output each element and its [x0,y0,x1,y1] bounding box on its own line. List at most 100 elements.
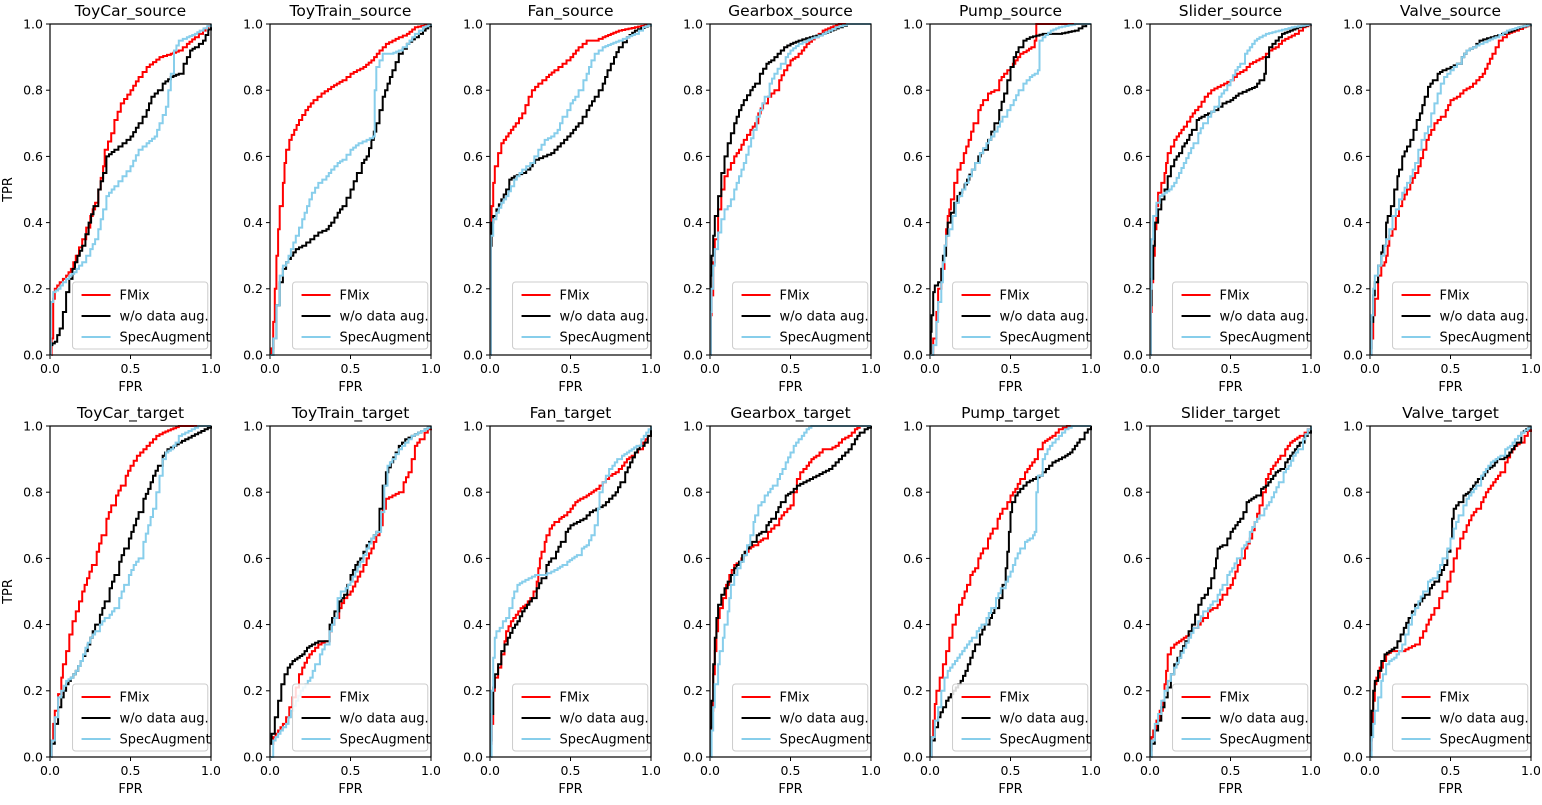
legend-label-fmix: FMix [1000,691,1030,706]
legend-label-fmix: FMix [120,691,150,706]
y-tick-label: 0.0 [903,749,923,764]
legend-box [1392,281,1529,350]
roc-line-specaugment [1370,23,1532,356]
x-tick-label: 1.0 [201,763,220,778]
y-tick-label: 0.8 [683,83,703,98]
y-tick-label: 1.0 [903,418,923,433]
y-tick-label: 0.4 [463,617,483,632]
roc-plot-gearbox-source: Gearbox_source 0.0 0.2 0.4 0.6 0.8 1.0 0.0 0.5 1.… [660,0,881,402]
y-tick-label: 0.2 [1343,683,1363,698]
y-tick-label: 0.6 [243,149,263,164]
y-tick-label: 0.8 [1343,485,1363,500]
x-tick-label: 1.0 [1301,763,1320,778]
y-tick-label: 1.0 [683,16,703,31]
x-tick-label: 1.0 [861,763,880,778]
legend-box [952,281,1089,350]
y-tick-label: 0.4 [683,215,703,230]
axes-spine [929,425,1092,758]
legend-label-fmix: FMix [560,691,590,706]
roc-line-specaugment [930,23,1091,356]
x-tick-label: 1.0 [201,361,220,376]
y-tick-label: 1.0 [903,16,923,31]
x-tick-label: 0.5 [561,361,581,376]
y-tick-label: 1.0 [243,16,263,31]
roc-line-specaugment [1370,426,1532,758]
x-tick-label: 0.0 [1360,361,1380,376]
plot-title: Fan_source [527,2,613,21]
x-tick-label: 1.0 [1301,361,1320,376]
y-tick-label: 0.4 [1343,617,1363,632]
legend-box [72,281,209,350]
y-tick-label: 0.4 [1123,617,1143,632]
y-tick-label: 0.2 [683,281,703,296]
x-tick-label: 1.0 [1521,763,1540,778]
legend-label-fmix: FMix [560,289,590,304]
roc-plot-toytrain-source: ToyTrain_source 0.0 0.2 0.4 0.6 0.8 1.0 0.0 0.5 1… [220,0,441,402]
axes-spine [1369,23,1532,356]
x-tick-label: 0.5 [561,763,581,778]
y-tick-label: 0.0 [23,749,43,764]
plot-title: Slider_target [1181,404,1280,423]
legend-label-fmix: FMix [1220,691,1250,706]
legend-label-wo-data-aug: w/o data aug. [340,310,429,325]
y-tick-label: 0.8 [23,485,43,500]
x-tick-label: 1.0 [641,763,660,778]
legend-label-fmix: FMix [1440,289,1470,304]
x-axis-label: FPR [998,782,1022,797]
y-tick-label: 0.0 [903,347,923,362]
roc-plot-pump-source: Pump_source 0.0 0.2 0.4 0.6 0.8 1.0 0.0 0.5 1.0 FP… [880,0,1101,402]
x-tick-label: 0.0 [700,763,720,778]
roc-line-wo-data-aug [929,23,1091,356]
roc-plot-svg-gearbox-source: Gearbox_source 0.0 0.2 0.4 0.6 0.8 1.0 0.0 0.5 1.… [683,2,881,395]
x-tick-label: 0.0 [1140,763,1160,778]
y-tick-label: 0.8 [243,485,263,500]
legend-label-wo-data-aug: w/o data aug. [1000,712,1089,727]
x-tick-label: 0.5 [781,361,801,376]
legend-label-fmix: FMix [780,289,810,304]
x-tick-label: 0.0 [40,763,60,778]
y-tick-label: 0.4 [23,617,43,632]
y-tick-label: 0.6 [23,551,43,566]
plot-title: ToyTrain_target [291,404,410,423]
x-axis-label: FPR [338,782,362,797]
y-tick-label: 1.0 [463,16,483,31]
y-tick-label: 0.0 [23,347,43,362]
roc-line-fmix [50,425,211,758]
legend-box [512,281,649,350]
roc-line-specaugment [709,23,871,356]
y-tick-label: 0.8 [463,83,483,98]
x-tick-label: 0.0 [480,763,500,778]
y-tick-label: 0.2 [683,683,703,698]
plot-title: Pump_target [961,404,1060,423]
y-tick-label: 1.0 [463,418,483,433]
roc-plot-svg-valve-target: Valve_target 0.0 0.2 0.4 0.6 0.8 1.0 0.0 0.5 1.0 F… [1343,404,1541,797]
roc-line-wo-data-aug [50,24,212,347]
x-tick-label: 1.0 [861,361,880,376]
roc-line-fmix [1150,426,1312,752]
legend-box [72,683,209,752]
roc-plot-svg-pump-target: Pump_target 0.0 0.2 0.4 0.6 0.8 1.0 0.0 0.5 1.0 FP… [903,404,1101,797]
y-tick-label: 0.8 [243,83,263,98]
roc-plot-svg-pump-source: Pump_source 0.0 0.2 0.4 0.6 0.8 1.0 0.0 0.5 1.0 FP… [903,2,1101,395]
legend-label-fmix: FMix [340,691,370,706]
y-tick-label: 0.6 [1343,149,1363,164]
y-tick-label: 0.6 [903,551,923,566]
x-axis-label: FPR [998,380,1022,395]
y-tick-label: 0.2 [23,683,43,698]
roc-line-wo-data-aug [1149,23,1312,356]
y-tick-label: 0.4 [243,215,263,230]
plot-title: ToyTrain_source [289,2,412,21]
y-tick-label: 0.2 [1123,281,1143,296]
y-tick-label: 0.0 [683,749,703,764]
x-tick-label: 0.5 [1001,763,1021,778]
legend-box [1392,683,1529,752]
legend-label-wo-data-aug: w/o data aug. [1220,712,1309,727]
legend-label-specaugment: SpecAugment [340,331,431,346]
x-tick-label: 0.0 [260,361,280,376]
roc-plot-pump-target: Pump_target 0.0 0.2 0.4 0.6 0.8 1.0 0.0 0.5 1.0 FP… [880,402,1101,804]
roc-line-wo-data-aug [1370,426,1532,742]
x-tick-label: 1.0 [1521,361,1540,376]
roc-line-fmix [1370,24,1532,356]
legend-label-fmix: FMix [1220,289,1250,304]
